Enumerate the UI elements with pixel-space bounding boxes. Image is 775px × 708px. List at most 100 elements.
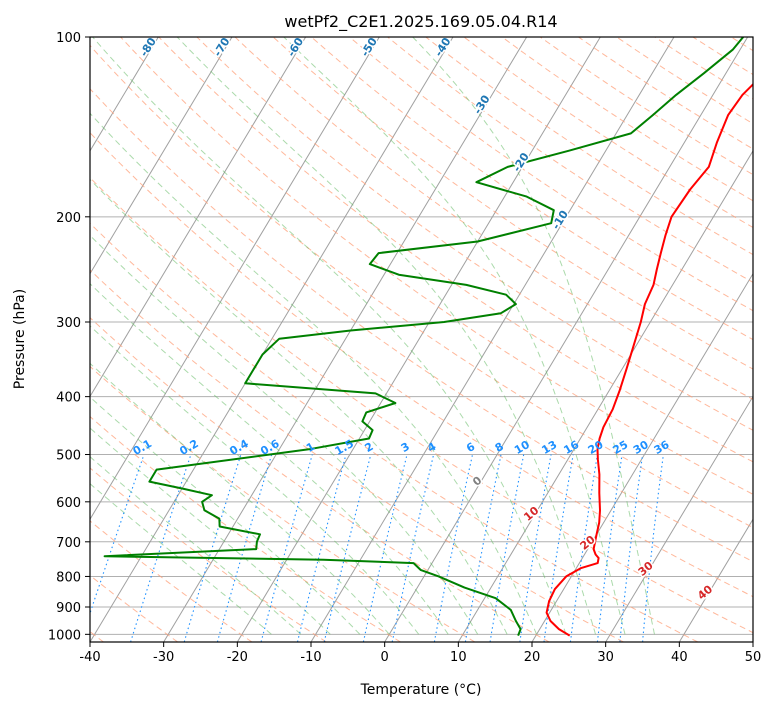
isotherm-line	[752, 641, 753, 642]
dry-adiabat-line	[90, 317, 550, 642]
x-tick-label: 30	[597, 650, 614, 665]
reference-lines	[0, 37, 775, 642]
dry-adiabat-line	[90, 88, 753, 563]
moist-adiabat-line	[90, 112, 538, 635]
mixing-ratio-line	[543, 454, 574, 642]
x-axis: -40 -30 -20 -10 0 10 20 30 40 50	[79, 642, 761, 665]
y-axis-label: Pressure (hPa)	[12, 289, 28, 389]
sounding-lines	[103, 37, 753, 637]
y-axis: 100 200 300 400 500 600 700 800 900 1000	[48, 31, 90, 643]
isotherm-line	[310, 37, 675, 642]
mixing-ratio-line	[569, 454, 598, 642]
moist-adiabat-line	[176, 37, 596, 635]
moist-adiabat-line	[90, 396, 361, 635]
isotherm-line	[90, 37, 380, 521]
x-tick-label: -10	[300, 650, 321, 665]
dry-adiabat-line	[387, 37, 753, 283]
temperature-line	[545, 82, 753, 637]
moist-adiabat-line	[90, 178, 508, 635]
isotherm-label: -60	[285, 35, 307, 59]
dry-adiabat-label: 40	[695, 582, 715, 602]
moist-adiabat-line	[90, 283, 449, 635]
dry-adiabat-line	[90, 222, 699, 642]
isotherm-label: -40	[432, 35, 454, 59]
x-tick-label: -40	[79, 650, 100, 665]
mixing-ratio-line	[362, 454, 408, 642]
y-tick-label: 600	[56, 496, 81, 511]
dry-adiabat-label: 10	[521, 504, 541, 524]
mixing-ratio-line	[296, 454, 347, 642]
y-tick-label: 400	[56, 391, 81, 406]
x-tick-label: 0	[381, 650, 389, 665]
dry-adiabat-line	[310, 37, 753, 341]
x-tick-label: 40	[671, 650, 688, 665]
isotherm-line	[0, 37, 11, 642]
dewpoint-line	[103, 37, 744, 636]
y-tick-label: 900	[56, 601, 81, 616]
moist-adiabat-line	[90, 483, 272, 635]
y-tick-label: 300	[56, 316, 81, 331]
dry-adiabat-line	[90, 269, 624, 642]
mixing-ratio-label: 3	[399, 440, 412, 455]
isotherm-label: -80	[137, 35, 159, 59]
dry-adiabat-line	[540, 37, 753, 176]
isotherm-line	[605, 395, 753, 642]
mixing-ratio-label: 6	[464, 440, 477, 455]
isotherm-label: -20	[510, 150, 532, 174]
mixing-ratio-line	[391, 454, 435, 642]
isotherm-label: -30	[471, 93, 493, 117]
mixing-ratio-line	[433, 454, 474, 642]
dry-adiabat-line	[90, 365, 476, 642]
mixing-ratio-line	[464, 454, 502, 642]
x-tick-label: -20	[227, 650, 248, 665]
mixing-ratio-line	[596, 454, 623, 642]
dry-adiabat-line	[90, 415, 401, 642]
chart-title: wetPf2_C2E1.2025.169.05.04.R14	[284, 12, 557, 32]
dry-adiabat-label: 20	[578, 533, 598, 553]
moist-adiabat-line	[90, 427, 331, 635]
mixing-ratio-line	[519, 454, 552, 642]
mixing-ratio-line	[642, 454, 664, 642]
y-tick-label: 500	[56, 449, 81, 464]
y-tick-label: 1000	[48, 628, 81, 643]
y-tick-label: 100	[56, 31, 81, 46]
isotherm-line	[236, 37, 601, 642]
isotherm-line	[90, 37, 454, 642]
dry-adiabat-line	[90, 520, 253, 642]
dry-adiabat-label: 30	[636, 559, 656, 579]
dry-adiabat-line	[272, 37, 753, 370]
isotherm-line	[678, 518, 753, 642]
mixing-ratio-line	[216, 454, 273, 642]
mixing-ratio-line	[323, 454, 372, 642]
isotherm-line	[457, 149, 753, 642]
dry-adiabat-line	[120, 37, 753, 495]
dry-adiabat-line	[769, 37, 775, 642]
reference-line-labels: 0.1 0.2 0.4 0.6 1 1.5 2 3 4 6 8 10 13 16 20 25 30 36-100-…	[131, 35, 717, 604]
mixing-ratio-line	[90, 454, 145, 615]
moist-adiabat-line	[90, 325, 420, 635]
dry-adiabat-line	[501, 37, 753, 202]
moist-adiabat-line	[412, 37, 655, 635]
mixing-ratio-line	[619, 454, 644, 642]
moist-adiabat-line	[92, 37, 567, 635]
dry-adiabat-line	[196, 37, 753, 431]
moist-adiabat-line	[283, 37, 626, 635]
moist-adiabat-line	[90, 456, 302, 635]
x-tick-label: -30	[153, 650, 174, 665]
dry-adiabat-label: 0	[470, 474, 484, 489]
moist-adiabat-line	[90, 234, 479, 635]
dry-adiabat-line	[349, 37, 753, 312]
isotherm-line	[384, 37, 749, 642]
isotherm-line	[90, 37, 233, 275]
mixing-ratio-label: 8	[493, 440, 506, 455]
plot-frame	[89, 36, 754, 643]
isotherm-label: -50	[358, 35, 380, 59]
isotherm-line	[90, 37, 159, 152]
isotherm-label: -70	[211, 35, 233, 59]
y-tick-label: 700	[56, 536, 81, 551]
isotherm-line	[90, 37, 307, 398]
dry-adiabat-line	[90, 132, 753, 598]
dry-adiabat-line	[90, 176, 753, 634]
dry-adiabat-line	[234, 37, 753, 400]
